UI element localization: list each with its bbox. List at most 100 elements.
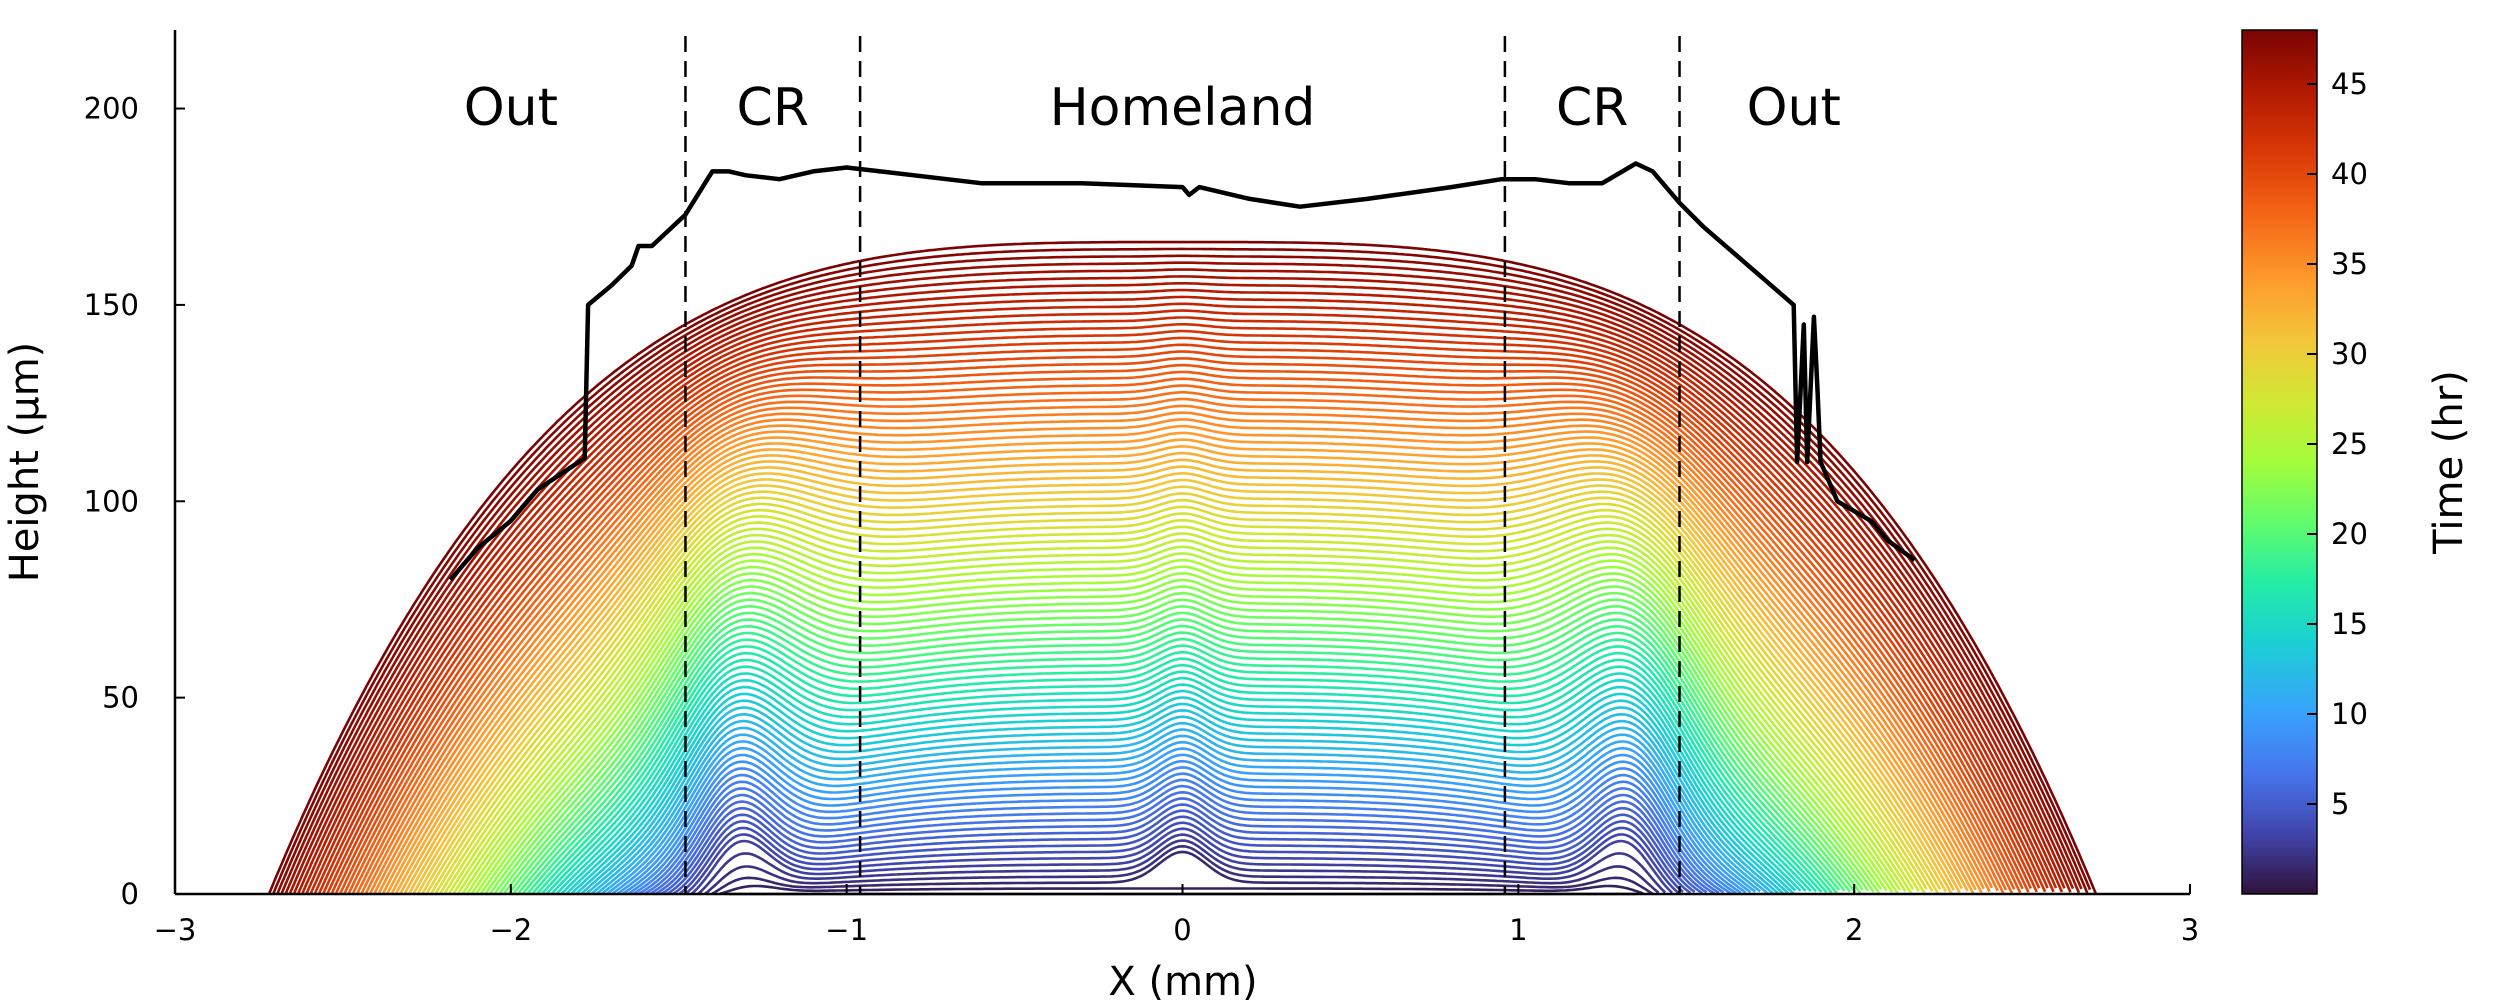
series-line — [399, 451, 1964, 895]
series-line — [560, 678, 1802, 895]
colorbar-tick-label: 15 — [2331, 607, 2368, 641]
series-line — [377, 418, 1985, 895]
colorbar-tick-label: 30 — [2331, 337, 2368, 371]
region-label: Out — [1747, 78, 1841, 138]
series-line — [292, 281, 2072, 895]
series-line — [403, 458, 1961, 895]
series-line — [447, 521, 1915, 895]
y-tick-label: 150 — [84, 288, 139, 322]
region-label: Homeland — [1050, 78, 1316, 138]
series-line — [390, 438, 1975, 895]
series-line — [465, 546, 1899, 895]
series-line — [565, 685, 1797, 895]
y-tick-label: 100 — [84, 484, 139, 518]
colorbar-tick-label: 40 — [2331, 157, 2368, 191]
series-line — [621, 759, 1742, 896]
colorbar-ticks: 5 10 15 20 25 30 35 40 45 — [2307, 67, 2368, 821]
series-line — [638, 778, 1725, 896]
series-line — [394, 445, 1969, 895]
series-line — [590, 719, 1775, 895]
region-label: Out — [464, 78, 558, 138]
region-labels: Out CR Homeland CR Out — [464, 78, 1841, 138]
series-line — [627, 766, 1737, 896]
series-line — [575, 699, 1790, 895]
series-line — [434, 502, 1928, 895]
series-line — [305, 302, 2058, 895]
time-series-curves — [267, 240, 2098, 896]
series-line — [338, 357, 2024, 895]
region-label: CR — [1556, 78, 1628, 138]
series-line — [703, 844, 1660, 896]
region-boundaries — [684, 36, 1681, 894]
series-line — [438, 508, 1926, 895]
series-line — [502, 598, 1862, 895]
series-line — [555, 672, 1807, 895]
series-line — [719, 884, 1644, 896]
series-line — [654, 797, 1708, 896]
series-line — [484, 572, 1881, 895]
series-line — [456, 533, 1907, 895]
series-line — [407, 465, 1955, 895]
series-line — [616, 753, 1747, 896]
series-line — [488, 578, 1875, 895]
series-line — [351, 377, 2013, 895]
series-line — [313, 316, 2049, 895]
series-line — [611, 746, 1752, 896]
series-line — [326, 336, 2038, 895]
series-line — [550, 665, 1812, 895]
colorbar-tick-label: 25 — [2331, 427, 2368, 461]
colorbar-tick-label: 35 — [2331, 247, 2368, 281]
y-axis-title: Height (µm) — [2, 342, 48, 583]
series-line — [516, 618, 1846, 895]
series-line — [317, 322, 2047, 895]
colorbar-tick-label: 10 — [2331, 697, 2368, 731]
series-line — [711, 850, 1653, 896]
series-line — [381, 424, 1983, 895]
series-line — [545, 658, 1818, 895]
series-line — [470, 552, 1894, 895]
x-axis-title: X (mm) — [1108, 959, 1257, 1000]
series-line — [536, 645, 1828, 895]
series-line — [443, 515, 1920, 895]
series-line — [334, 350, 2030, 895]
y-ticks: 0 50 100 150 200 — [84, 92, 185, 911]
x-tick-label: 0 — [1173, 913, 1191, 947]
series-line — [526, 631, 1839, 895]
series-line — [512, 611, 1851, 895]
series-line — [531, 638, 1833, 895]
x-tick-label: −3 — [154, 913, 197, 947]
reference-profile-line — [448, 161, 1916, 582]
series-line — [498, 591, 1864, 895]
series-line — [632, 772, 1733, 896]
series-line — [347, 370, 2016, 895]
series-line — [690, 833, 1674, 895]
series-line — [585, 712, 1780, 895]
y-tick-label: 0 — [121, 877, 139, 911]
x-ticks: −3 −2 −1 0 1 2 3 — [154, 884, 2199, 947]
series-line — [321, 329, 2041, 895]
series-line — [276, 254, 2089, 895]
series-line — [296, 288, 2066, 895]
y-tick-label: 200 — [84, 92, 139, 126]
series-line — [330, 343, 2033, 895]
series-line — [416, 478, 1947, 895]
series-line — [301, 295, 2064, 895]
series-line — [355, 384, 2008, 895]
series-line — [479, 565, 1883, 895]
series-line — [386, 431, 1977, 895]
series-line — [280, 261, 2083, 895]
x-tick-label: 3 — [2181, 913, 2199, 947]
y-tick-label: 50 — [102, 681, 139, 715]
series-line — [452, 527, 1913, 895]
colorbar-title: Time (hr) — [2426, 370, 2472, 555]
series-line — [412, 471, 1953, 895]
series-line — [267, 240, 2098, 895]
series-line — [684, 827, 1681, 896]
colorbar-gradient — [2241, 29, 2318, 895]
series-line — [421, 484, 1942, 895]
reference-profile — [448, 161, 1916, 582]
series-line — [425, 490, 1940, 895]
series-line — [343, 363, 2022, 895]
series-line — [429, 496, 1934, 895]
